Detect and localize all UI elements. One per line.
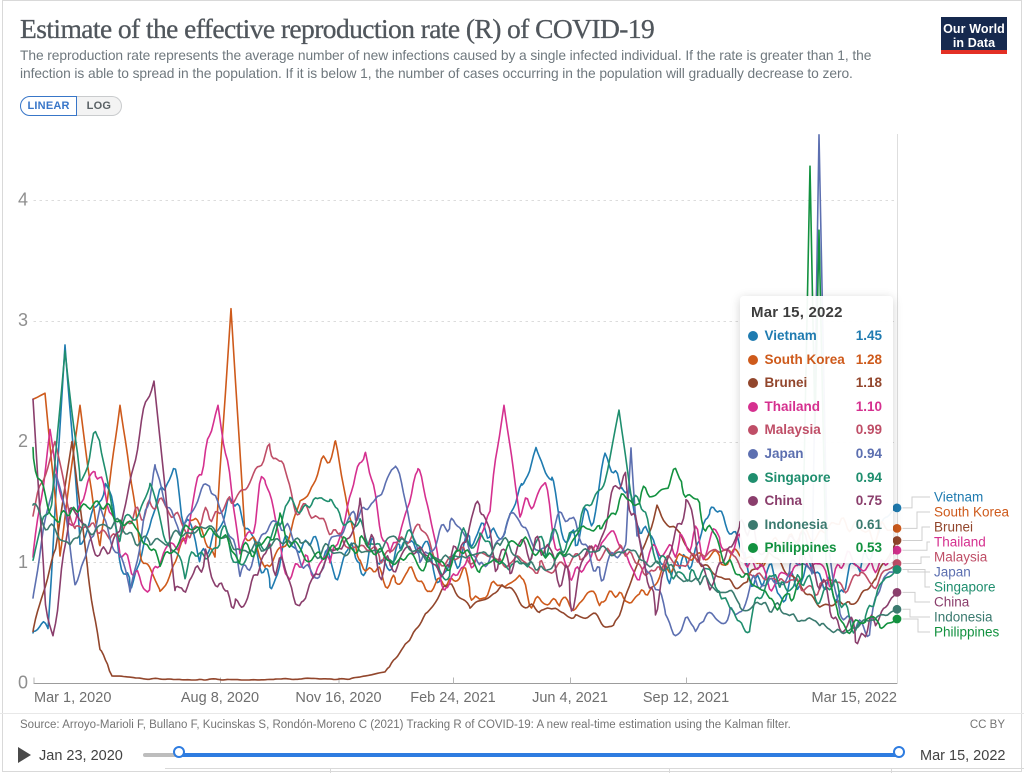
svg-text:Thailand: Thailand [934,535,986,550]
svg-text:Nov 16, 2020: Nov 16, 2020 [295,690,381,706]
svg-text:1: 1 [18,552,28,572]
svg-text:Indonesia: Indonesia [934,610,993,625]
svg-text:Singapore: Singapore [934,580,996,595]
svg-text:Japan: Japan [934,565,971,580]
svg-text:2: 2 [18,431,28,451]
svg-text:Jun 4, 2021: Jun 4, 2021 [532,690,608,706]
svg-text:Vietnam: Vietnam [934,490,983,505]
svg-text:Philippines: Philippines [934,625,1000,640]
svg-text:Brunei: Brunei [934,520,973,535]
svg-text:Mar 1, 2020: Mar 1, 2020 [34,690,111,706]
svg-text:Malaysia: Malaysia [934,550,988,565]
svg-text:Sep 12, 2021: Sep 12, 2021 [643,690,729,706]
svg-text:0: 0 [18,673,28,693]
svg-text:South Korea: South Korea [934,505,1010,520]
svg-text:Mar 15, 2022: Mar 15, 2022 [812,690,897,706]
svg-text:3: 3 [18,310,28,330]
svg-text:4: 4 [18,190,28,210]
svg-text:Aug 8, 2020: Aug 8, 2020 [181,690,259,706]
svg-text:Feb 24, 2021: Feb 24, 2021 [410,690,495,706]
svg-text:China: China [934,595,970,610]
